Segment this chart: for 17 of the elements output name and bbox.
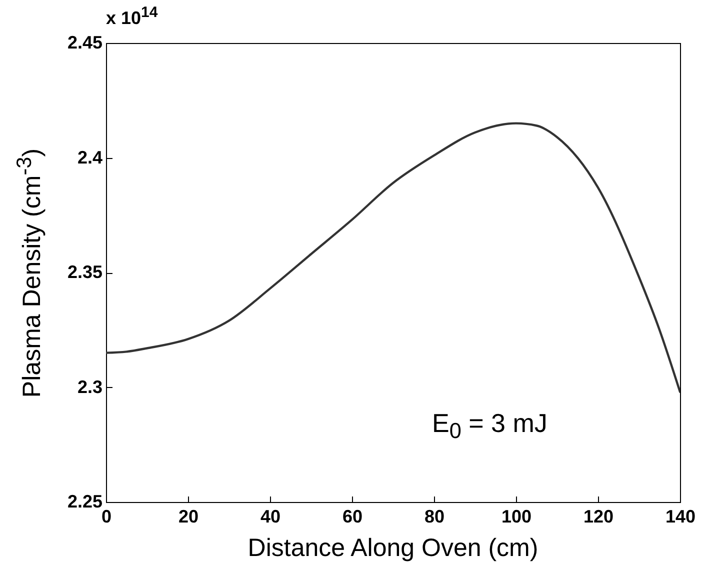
- x-axis-title: Distance Along Oven (cm): [248, 534, 538, 563]
- x-tick-label: 20: [178, 506, 199, 526]
- y-tick-label: 2.35: [67, 262, 102, 282]
- text: x 10$^{14}$: [106, 4, 158, 29]
- y-tick-label: 2.3: [77, 376, 102, 397]
- annotation: E$_{0}$ = 3 mJ: [432, 408, 548, 444]
- x-tick-label: 100: [501, 506, 532, 526]
- x-tick-label: 40: [260, 506, 281, 526]
- x-tick-label: 140: [665, 506, 696, 526]
- y-tick-label: 2.4: [77, 147, 102, 168]
- y-tick-label: 2.45: [67, 32, 102, 52]
- line-series: [106, 122, 680, 393]
- x-tick-label: 0: [101, 506, 112, 526]
- x-tick-label: 80: [424, 506, 445, 526]
- x-tick-label: 60: [342, 506, 363, 526]
- x-tick-label: 120: [583, 506, 614, 526]
- y-tick-label: 2.25: [67, 492, 102, 512]
